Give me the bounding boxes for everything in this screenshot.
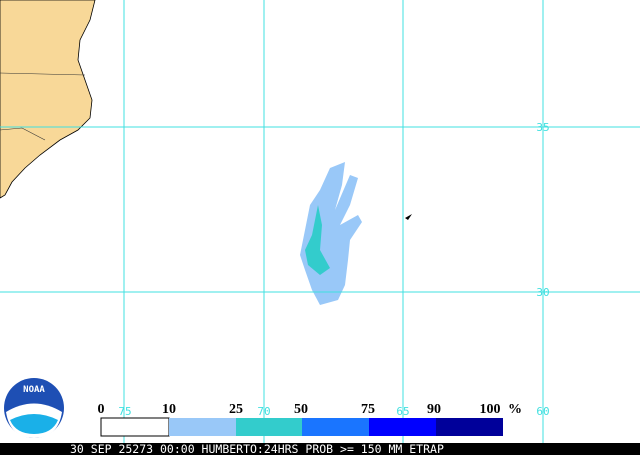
legend-label: 10 — [162, 402, 176, 417]
longitude-label: 60 — [536, 405, 549, 418]
land — [0, 0, 96, 199]
legend-unit: % — [508, 402, 522, 417]
legend-label: 50 — [294, 402, 308, 417]
logo: NOAA — [4, 378, 64, 438]
footer-bar — [0, 443, 640, 455]
legend-label: 90 — [427, 402, 441, 417]
legend-label: 0 — [98, 402, 105, 417]
grid — [0, 0, 640, 443]
state-border — [0, 72, 86, 141]
latitude-label: 30 — [536, 286, 549, 299]
footer-text: 30 SEP 25273 00:00 HUMBERTO:24HRS PROB >… — [70, 442, 444, 455]
logo-text: NOAA — [23, 385, 45, 395]
legend-label: 25 — [229, 402, 243, 417]
probability-area — [300, 162, 412, 305]
longitude-label: 65 — [396, 405, 409, 418]
legend-bar — [100, 417, 503, 437]
legend-label: 75 — [361, 402, 375, 417]
longitude-label: 70 — [257, 405, 270, 418]
latitude-label: 35 — [536, 121, 549, 134]
longitude-label: 75 — [118, 405, 131, 418]
legend-label: 100 — [480, 402, 501, 417]
